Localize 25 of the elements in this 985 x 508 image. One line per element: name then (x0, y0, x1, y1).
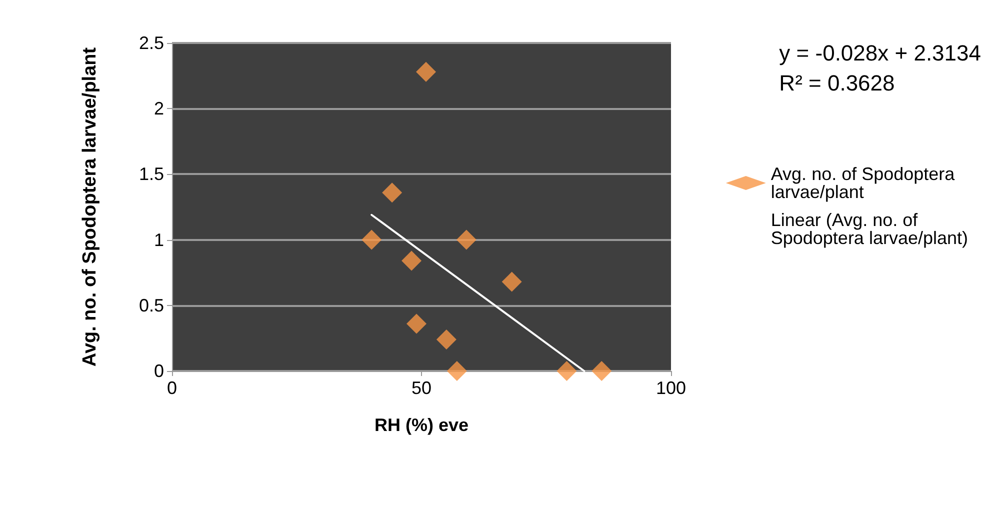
x-tick-label: 100 (656, 378, 686, 398)
text: y = -0.028x + 2.3134 R² = 0.3628 (779, 40, 982, 96)
y-tick-label: 1 (154, 230, 164, 250)
point (592, 361, 612, 381)
point (402, 250, 422, 271)
point (416, 62, 436, 82)
point (556, 361, 577, 381)
legend-label: Avg. no. of Spodoptera larvae/plant (770, 164, 960, 202)
y-axis-title: Avg. no. of Spodoptera larvae/plant (80, 46, 100, 367)
point (382, 182, 402, 203)
y-tick-label: 1.5 (138, 164, 164, 184)
x-tick-label: 50 (411, 378, 432, 398)
point (502, 272, 522, 292)
point (406, 314, 427, 334)
text: Linear (Avg. no. of Spodoptera larvae/plant) (770, 210, 968, 248)
y-tick-label: 0.5 (138, 295, 164, 316)
x-tick-label: 0 (166, 378, 178, 398)
y-tick-label: 0 (154, 361, 164, 381)
y-tick-label: 2.5 (138, 33, 164, 53)
point (436, 330, 456, 350)
x-axis-title: RH (%) eve (374, 415, 469, 435)
point (456, 230, 476, 250)
point (362, 230, 382, 250)
y-tick-label: 2 (154, 98, 164, 119)
point (446, 361, 467, 381)
